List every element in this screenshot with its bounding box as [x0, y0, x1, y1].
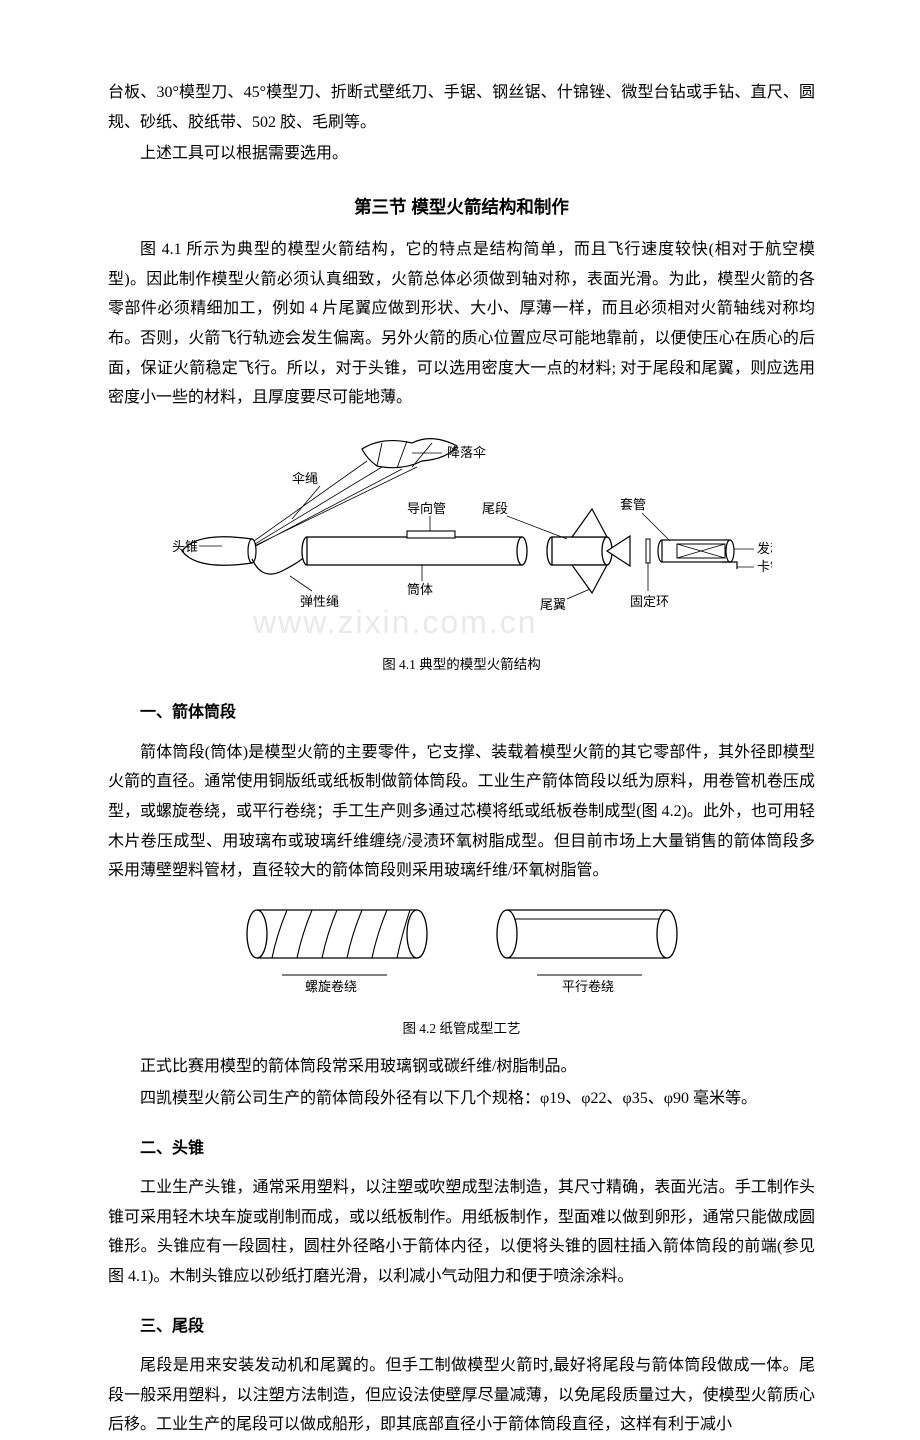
- svg-text:螺旋卷绕: 螺旋卷绕: [305, 979, 357, 994]
- sub3-paragraph: 尾段是用来安装发动机和尾翼的。但手工制做模型火箭时,最好将尾段与箭体筒段做成一体…: [108, 1351, 815, 1440]
- svg-text:降落伞: 降落伞: [447, 445, 486, 460]
- after-fig2-a: 正式比赛用模型的箭体筒段常采用玻璃钢或碳纤维/树脂制品。: [108, 1052, 815, 1082]
- intro-paragraph-1: 台板、30°模型刀、45°模型刀、折断式壁纸刀、手锯、钢丝锯、什锦锉、微型台钻或…: [108, 78, 815, 137]
- section-3-paragraph: 图 4.1 所示为典型的模型火箭结构，它的特点是结构简单，而且飞行速度较快(相对…: [108, 235, 815, 413]
- sub2-paragraph: 工业生产头锥，通常采用塑料，以注塑或吹塑成型法制造，其尺寸精确，表面光洁。手工制…: [108, 1173, 815, 1291]
- page-root: www.zixin.com.cn 台板、30°模型刀、45°模型刀、折断式壁纸刀…: [108, 78, 815, 1440]
- svg-text:头锥: 头锥: [172, 539, 198, 554]
- sub1-paragraph: 箭体筒段(筒体)是模型火箭的主要零件，它支撑、装载着模型火箭的其它零部件，其外径…: [108, 738, 815, 886]
- intro-paragraph-2: 上述工具可以根据需要选用。: [108, 139, 815, 169]
- subheading-1: 一、箭体筒段: [108, 698, 815, 728]
- svg-text:尾翼: 尾翼: [540, 597, 566, 612]
- svg-text:尾段: 尾段: [482, 501, 508, 516]
- figure-4-2-caption: 图 4.2 纸管成型工艺: [108, 1017, 815, 1042]
- section-3-title: 第三节 模型火箭结构和制作: [108, 191, 815, 223]
- svg-text:导向管: 导向管: [407, 501, 446, 516]
- subheading-3: 三、尾段: [108, 1312, 815, 1342]
- figure-4-1-caption: 图 4.1 典型的模型火箭结构: [108, 653, 815, 678]
- svg-text:平行卷绕: 平行卷绕: [562, 979, 614, 994]
- svg-text:卡钩: 卡钩: [757, 559, 772, 574]
- svg-text:固定环: 固定环: [630, 594, 669, 609]
- figure-4-2: 螺旋卷绕 平行卷绕 图 4.2 纸管成型工艺: [108, 904, 815, 1043]
- rocket-structure-diagram: 头锥 伞绳 降落伞 导向管 尾段 套管 发动机 卡钩 固定环 尾翼 筒体 弹性绳: [152, 431, 772, 621]
- tube-forming-diagram: 螺旋卷绕 平行卷绕: [227, 904, 697, 999]
- svg-text:套管: 套管: [620, 497, 646, 512]
- figure-4-1: 头锥 伞绳 降落伞 导向管 尾段 套管 发动机 卡钩 固定环 尾翼 筒体 弹性绳…: [108, 431, 815, 679]
- svg-text:筒体: 筒体: [407, 582, 433, 597]
- svg-text:发动机: 发动机: [757, 541, 772, 556]
- svg-text:弹性绳: 弹性绳: [300, 594, 339, 609]
- subheading-2: 二、头锥: [108, 1134, 815, 1164]
- content: 台板、30°模型刀、45°模型刀、折断式壁纸刀、手锯、钢丝锯、什锦锉、微型台钻或…: [108, 78, 815, 1440]
- after-fig2-b: 四凯模型火箭公司生产的箭体筒段外径有以下几个规格：φ19、φ22、φ35、φ90…: [108, 1084, 815, 1114]
- svg-text:伞绳: 伞绳: [292, 471, 318, 486]
